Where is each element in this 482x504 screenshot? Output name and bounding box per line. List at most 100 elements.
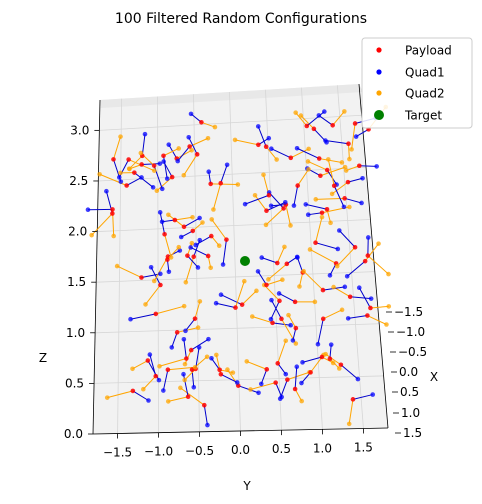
quad2-point [384,322,389,327]
payload-point [209,233,214,239]
quad2-point [212,124,218,130]
link-quad1 [141,273,161,279]
payload-point [324,167,330,173]
quad1-point [283,371,289,377]
quad2-point [214,352,219,358]
quad1-point [255,269,261,274]
link-quad2 [156,176,173,192]
z-ticks: 0.0 0.5 1.0 1.5 2.0 2.5 3.0 [64,123,100,441]
quad1-point [355,376,361,382]
quad2-point [157,363,162,369]
payload-point [153,311,159,317]
quad1-point [157,210,163,215]
quad2-point [346,421,352,427]
payload-point [285,377,290,382]
legend-label-target: Target [404,109,442,123]
payload-point [320,316,326,322]
legend-marker-payload [376,47,382,53]
quad2-point [293,110,298,115]
quad1-point [336,228,342,233]
quad2-point [211,207,216,212]
payload-point [368,305,373,311]
quad2-point [307,247,313,252]
legend: Payload Quad1 Quad2 Target [361,37,473,129]
payload-point [185,253,190,258]
link-quad1 [338,230,356,248]
link-quad1 [257,271,267,286]
quad2-point [339,160,345,165]
payload-point [273,380,278,385]
link-quad2 [254,194,267,212]
z-tick-label: 2.5 [69,174,88,188]
quad1-point [234,380,240,385]
link-quad2 [300,115,315,130]
quad2-point [178,385,183,391]
link-quad2 [327,159,335,186]
quad1-point [303,202,309,207]
quad1-point [374,164,379,169]
quad1-point [259,255,265,260]
link-quad1 [257,126,267,147]
y-tick-label: 1.0 [313,441,332,455]
quad2-point [216,243,222,248]
link-quad2 [116,265,142,278]
quad1-point [181,371,186,377]
link-quad1 [294,366,298,390]
payload-point [356,163,362,169]
link-quad1 [315,242,338,250]
payload-point [263,144,269,150]
quad1-point [150,185,156,190]
quad2-point [127,166,132,172]
payload-point [181,224,187,230]
quad1-point [360,175,365,181]
quad1-point [316,113,322,118]
quad1-point [342,284,348,290]
quad1-point [164,176,170,181]
chart-title: 100 Filtered Random Configurations [115,11,367,27]
link-quad1 [271,299,282,320]
quad2-point [244,359,250,364]
quad1-point [305,212,311,217]
quad2-point [141,386,146,392]
link-quad1 [270,300,280,320]
link-quad1 [268,192,284,209]
quad2-point [176,244,182,250]
payload-point [347,294,353,300]
link-quad1 [308,212,323,216]
link-quad2 [332,111,345,126]
payload-point [308,370,313,375]
link-quad1 [261,257,278,264]
link-quad1 [358,287,371,309]
quad1-point [166,269,172,275]
payload-point [319,354,325,360]
link-quad1 [329,344,332,359]
link-quad2 [265,146,278,160]
quad1-point [294,254,300,260]
link-quad1 [340,364,359,380]
payload-point [270,320,275,326]
quad2-point [328,220,333,226]
payload-point [284,261,290,267]
quad1-point [276,291,282,296]
link-quad2 [285,204,291,226]
link-quad1 [347,177,363,183]
payload-point [192,316,198,321]
link-quad1 [352,394,373,400]
link-quad2 [132,360,149,370]
quad1-point [209,356,214,361]
quad2-point [306,146,311,152]
link-quad2 [287,371,310,381]
quad2-point [189,147,194,153]
payload-point [311,126,317,132]
quad2-point [183,279,189,285]
payload-point [293,325,299,331]
link-quad1 [220,164,228,184]
quad1-point [370,392,376,397]
link-quad1 [296,147,320,160]
legend-marker-quad1 [376,69,382,75]
payload-point [264,367,270,372]
quad2-point [166,212,171,218]
quad2-point [89,232,94,238]
quad2-point [305,159,311,164]
